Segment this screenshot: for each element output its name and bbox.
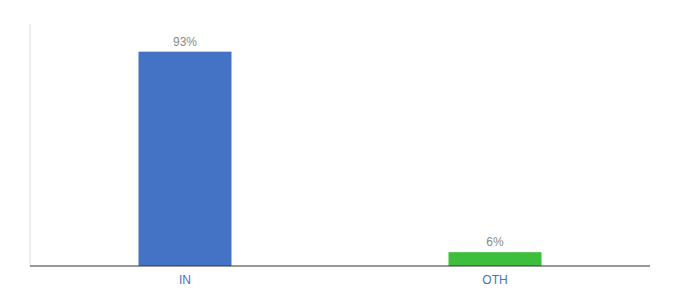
bar <box>449 252 542 266</box>
chart-container: IN OTH 93% 6% <box>0 0 680 300</box>
bars <box>139 52 542 266</box>
x-tick-label: OTH <box>482 273 507 287</box>
chart-svg: IN OTH 93% 6% <box>0 0 680 300</box>
y-axis-line <box>30 24 31 266</box>
data-label: 6% <box>486 235 504 249</box>
bar <box>139 52 232 266</box>
data-label: 93% <box>173 35 197 49</box>
x-tick-label: IN <box>179 273 191 287</box>
x-axis-line <box>30 266 650 267</box>
